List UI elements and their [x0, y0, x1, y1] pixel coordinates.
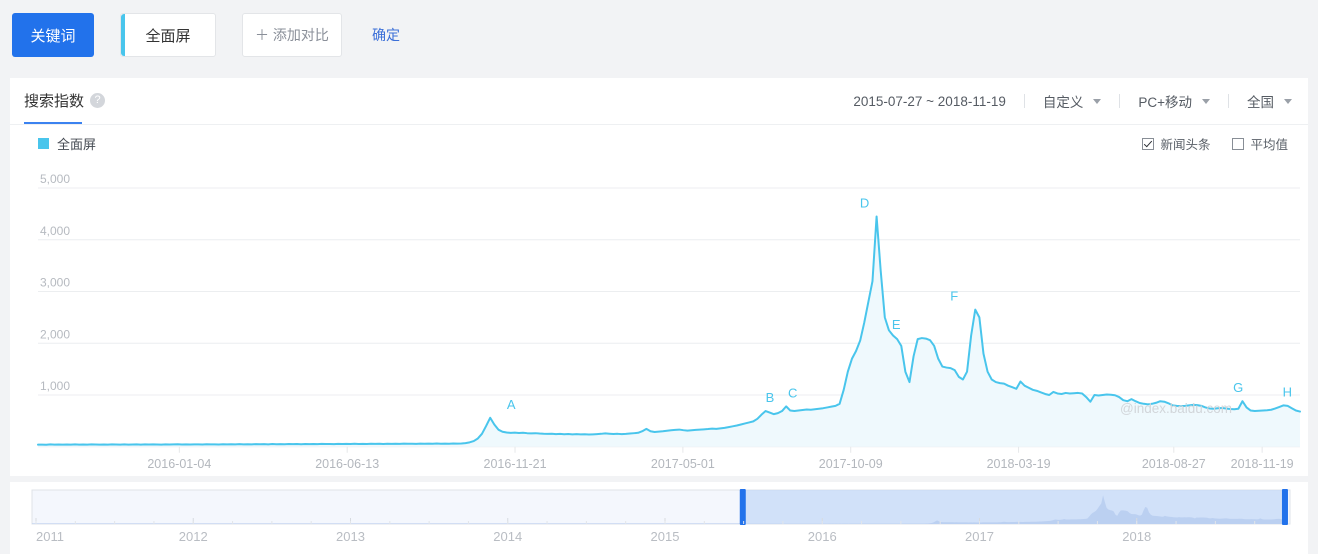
range-year-label: 2016 [808, 529, 837, 544]
region-label: 全国 [1247, 95, 1274, 110]
range-year-label: 2012 [179, 529, 208, 544]
peak-annotation-B[interactable]: B [766, 390, 775, 405]
chart-svg: 1,000 2,000 3,000 4,000 5,000 2016-01-04 2016-… [37, 172, 1301, 471]
divider [1023, 94, 1025, 108]
date-range-label[interactable]: 2015-07-27 ~ 2018-11-19 [853, 93, 1006, 109]
device-dropdown[interactable]: PC+移动 [1138, 91, 1210, 111]
peak-annotation-G[interactable]: G [1233, 380, 1243, 395]
divider [1228, 94, 1229, 108]
x-axis-tick-label: 2018-03-19 [987, 457, 1051, 471]
range-sparkline [32, 495, 1285, 524]
range-year-label: 2017 [965, 529, 994, 544]
checkbox-news-headline-label: 新闻头条 [1160, 138, 1211, 152]
chart-line-quanmianping [37, 215, 1301, 446]
checkbox-average[interactable]: 平均值 [1232, 134, 1288, 153]
x-axis-tick-label: 2018-08-27 [1142, 457, 1206, 471]
range-slider-svg: 2011 2012 2013 2014 2015 2016 2017 2018 [31, 489, 1291, 544]
range-handle-right[interactable] [1281, 489, 1288, 525]
range-year-label: 2014 [493, 529, 522, 544]
chart-area-fill [38, 216, 1300, 447]
y-axis-tick-label: 3,000 [40, 276, 70, 290]
peak-annotation-A[interactable]: A [507, 397, 516, 412]
watermark: @index.baidu.com [1120, 401, 1232, 416]
search-index-chart[interactable]: 1,000 2,000 3,000 4,000 5,000 2016-01-04 2016-… [10, 158, 1308, 476]
x-axis-tick-label: 2016-06-13 [315, 457, 379, 471]
checkbox-average-box[interactable] [1232, 137, 1245, 150]
keyword-button[interactable]: 关键词 [12, 13, 94, 57]
x-axis-tick-label: 2016-01-04 [147, 457, 211, 471]
search-index-card: 搜索指数 ? 2015-07-27 ~ 2018-11-19 自定义 PC+移动 [10, 78, 1308, 476]
chart-options: 新闻头条 平均值 [1120, 134, 1288, 153]
legend-label: 全面屏 [57, 137, 97, 152]
range-year-label: 2015 [651, 529, 680, 544]
y-axis-tick-label: 4,000 [40, 224, 70, 238]
x-axis-tick-label: 2017-05-01 [651, 457, 715, 471]
legend-row: 全面屏 新闻头条 平均值 [10, 125, 1308, 159]
y-axis-tick-label: 5,000 [40, 172, 70, 186]
chevron-down-icon [1202, 98, 1210, 104]
range-handle-left[interactable] [739, 489, 746, 525]
range-year-label: 2011 [36, 529, 64, 544]
tab-active-underline [24, 122, 82, 124]
peak-annotation-E[interactable]: E [892, 317, 901, 332]
range-year-label: 2013 [336, 529, 365, 544]
range-preset-label: 自定义 [1042, 95, 1084, 110]
checkbox-average-label: 平均值 [1250, 138, 1288, 152]
card-header: 搜索指数 ? 2015-07-27 ~ 2018-11-19 自定义 PC+移动 [10, 78, 1308, 125]
x-axis-tick-label: 2018-11-19 [1231, 457, 1294, 471]
region-dropdown[interactable]: 全国 [1247, 91, 1292, 111]
peak-annotation-C[interactable]: C [788, 385, 797, 400]
range-year-label: 2018 [1122, 529, 1151, 544]
timeline-range-slider[interactable]: 2011 2012 2013 2014 2015 2016 2017 2018 [10, 482, 1308, 554]
peak-annotation-H[interactable]: H [1283, 384, 1292, 399]
card-header-filters: 2015-07-27 ~ 2018-11-19 自定义 PC+移动 全国 [853, 78, 1292, 124]
x-axis-tick-label: 2017-10-09 [819, 457, 883, 471]
top-toolbar: 关键词 全面屏 ＋ 添加对比 确定 [0, 0, 1318, 70]
checkbox-news-headline[interactable]: 新闻头条 [1142, 134, 1210, 153]
x-axis-tick-label: 2016-11-21 [484, 457, 547, 471]
chevron-down-icon [1093, 98, 1102, 104]
confirm-link[interactable]: 确定 [372, 27, 400, 43]
tab-search-index[interactable]: 搜索指数 ? [24, 90, 106, 111]
peak-annotation-F[interactable]: F [950, 289, 958, 304]
legend-item-quanmianping[interactable]: 全面屏 [38, 134, 96, 153]
legend-color-swatch [38, 138, 49, 149]
divider [1119, 94, 1121, 108]
peak-annotation-D[interactable]: D [860, 195, 869, 210]
checkbox-news-headline-box[interactable] [1142, 137, 1155, 150]
device-label: PC+移动 [1138, 95, 1192, 110]
y-axis-tick-label: 2,000 [40, 327, 70, 341]
chevron-down-icon [1284, 98, 1292, 104]
keyword-chip-quanmianping[interactable]: 全面屏 [120, 13, 216, 57]
y-axis-tick-label: 1,000 [40, 379, 70, 393]
tab-search-index-label: 搜索指数 [24, 93, 85, 110]
help-icon[interactable]: ? [90, 93, 106, 108]
add-compare-button[interactable]: ＋ 添加对比 [242, 13, 342, 57]
range-preset-dropdown[interactable]: 自定义 [1043, 91, 1102, 111]
